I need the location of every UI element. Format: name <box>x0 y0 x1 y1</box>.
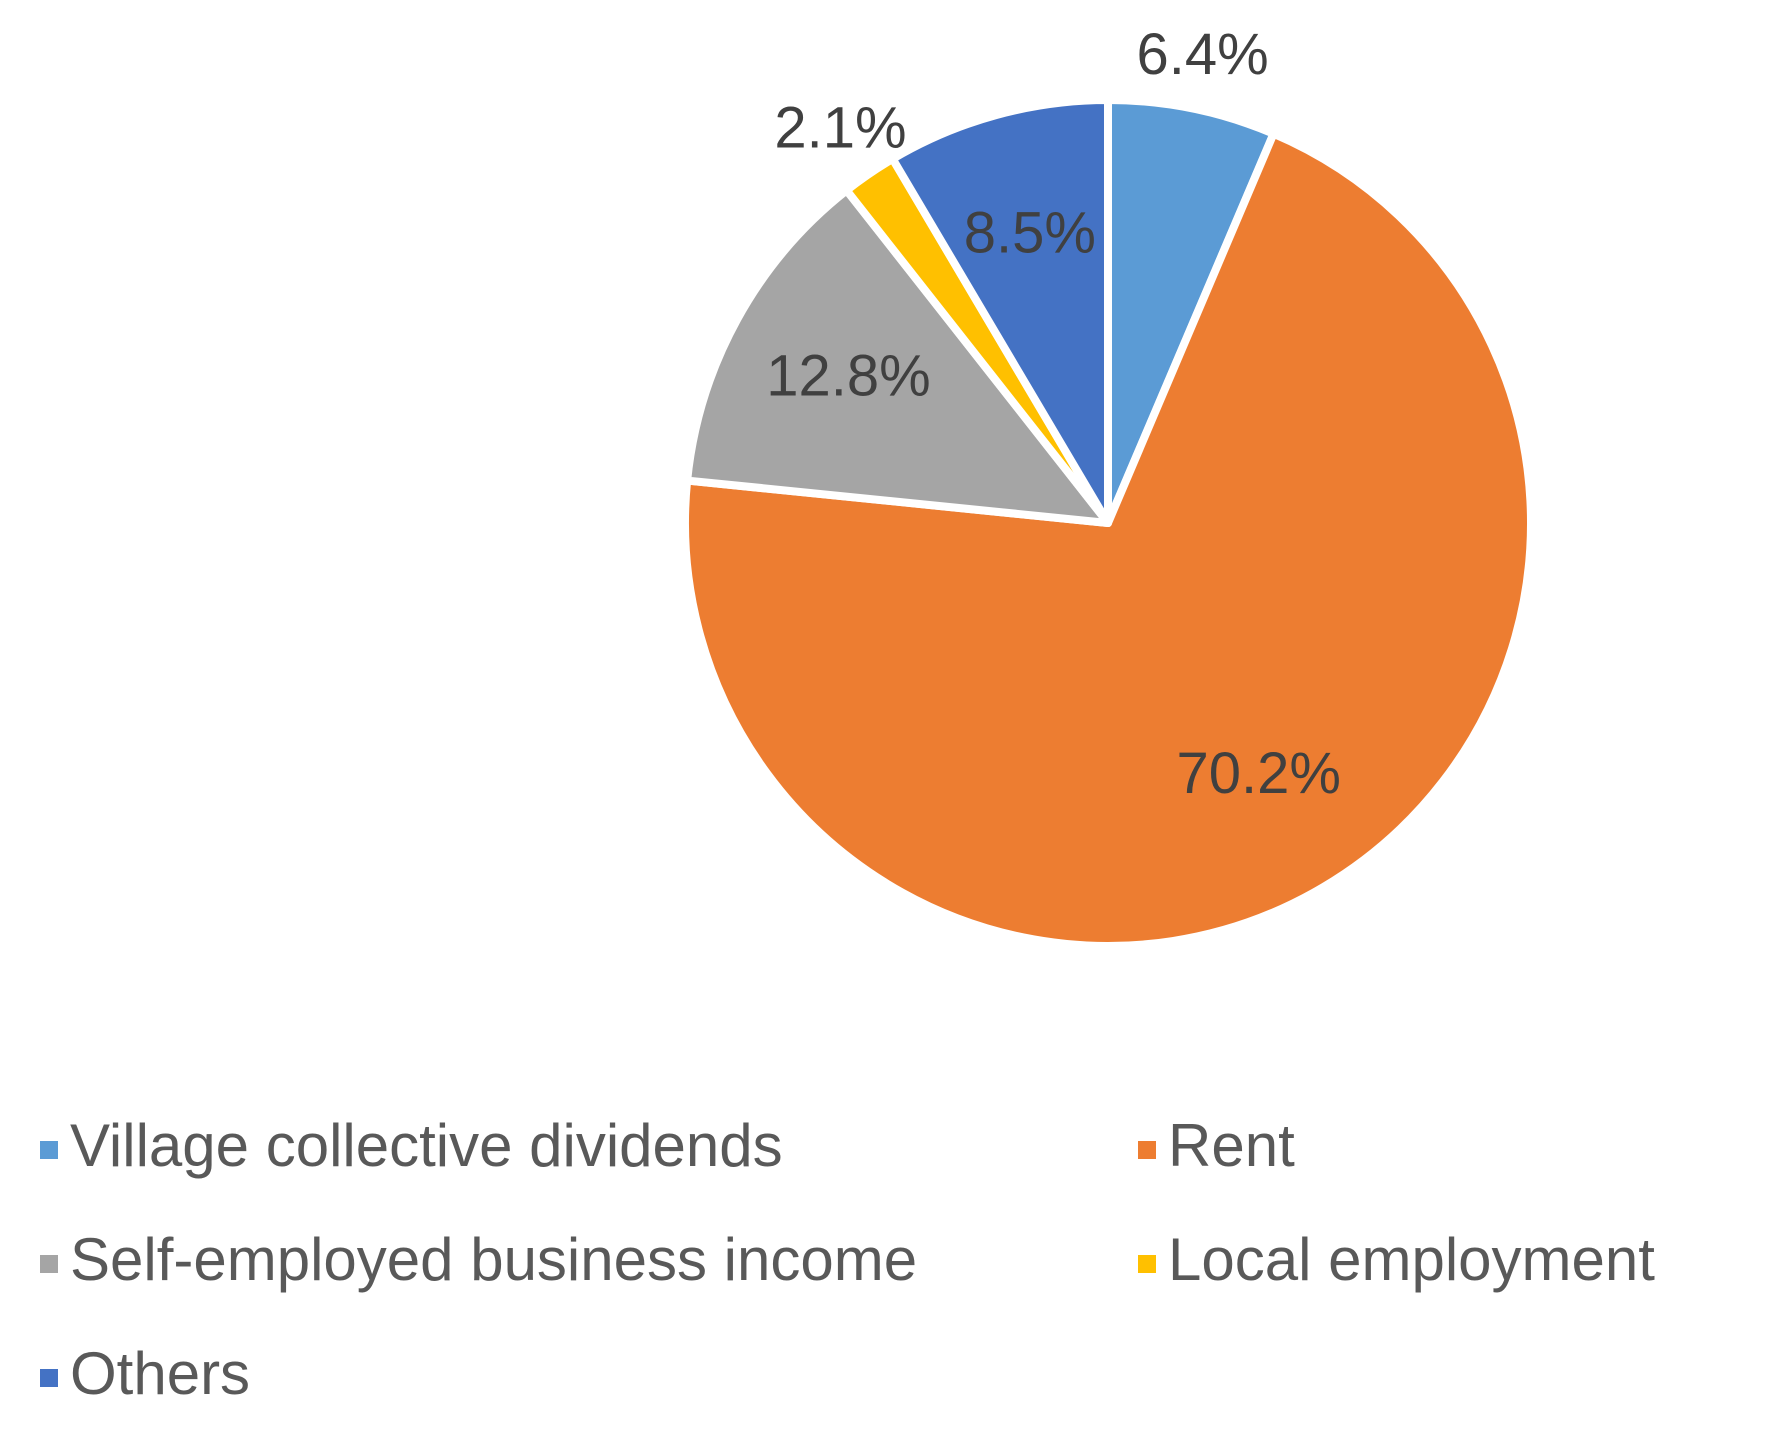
legend-label: Local employment <box>1168 1226 1655 1293</box>
legend-label: Rent <box>1168 1112 1295 1179</box>
pie-slice <box>888 96 1112 527</box>
data-label: 2.1% <box>774 95 906 160</box>
legend-swatch <box>1138 1255 1156 1273</box>
data-label: 8.5% <box>964 201 1096 266</box>
legend-swatch <box>40 1255 58 1273</box>
data-label: 12.8% <box>766 344 930 409</box>
legend-label: Self-employed business income <box>70 1226 917 1293</box>
legend-swatch <box>1138 1141 1156 1159</box>
legend-swatch <box>40 1369 58 1387</box>
pie-slice <box>683 186 1112 527</box>
legend-label: Others <box>70 1340 250 1407</box>
pie-slice <box>681 129 1535 950</box>
legend-label: Village collective dividends <box>70 1112 783 1179</box>
data-label: 6.4% <box>1137 22 1269 87</box>
data-label: 70.2% <box>1176 741 1340 806</box>
legend-swatch <box>40 1141 58 1159</box>
